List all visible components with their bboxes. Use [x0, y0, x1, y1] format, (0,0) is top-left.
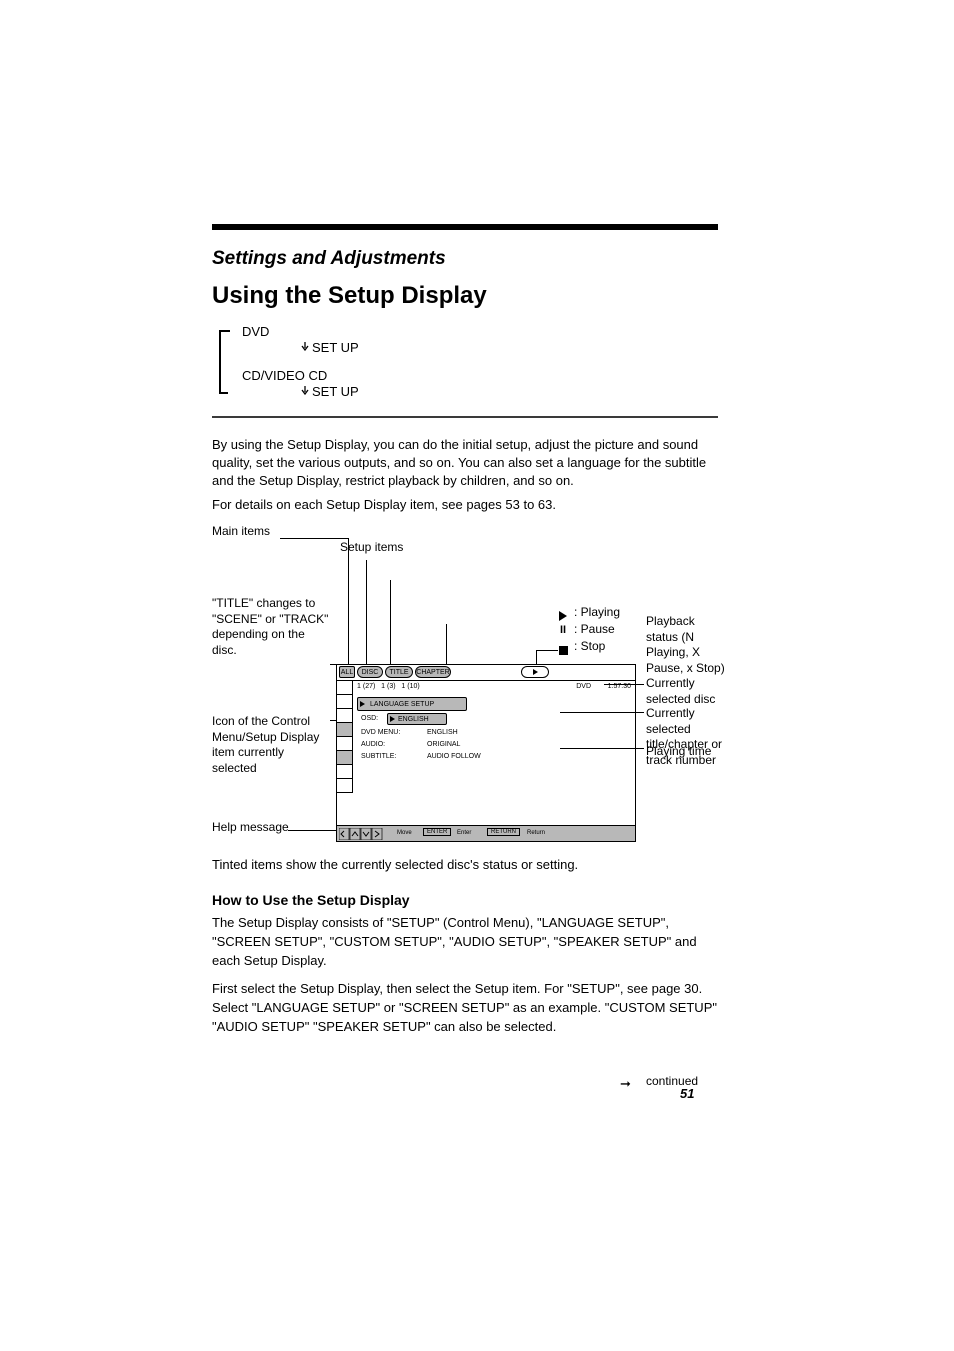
chapter-button[interactable]: CHAPTER	[415, 666, 451, 678]
icon-cell[interactable]	[337, 709, 353, 723]
flow-dst-setup1: SET UP	[312, 340, 359, 355]
play-time: 1:57:30	[608, 683, 631, 690]
disc-type: DVD	[576, 683, 591, 690]
legend-stop: : Stop	[574, 639, 605, 653]
icon-cell[interactable]	[337, 751, 353, 765]
flow-dst-setup2: SET UP	[312, 384, 359, 399]
audio-label: AUDIO:	[361, 741, 385, 748]
page-ref-paragraph: For details on each Setup Display item, …	[212, 496, 718, 514]
play-button[interactable]	[521, 666, 549, 678]
subtitle-value: AUDIO FOLLOW	[427, 753, 481, 760]
diagram-status-bar: Move ENTER Enter RETURN Return	[337, 825, 635, 841]
diagram-body: 1 (27) 1 (3) 1 (10) DVD 1:57:30 LANGUAGE…	[337, 681, 635, 825]
leader	[348, 538, 349, 664]
callout-icon-selected: Icon of the Control Menu/Setup Display i…	[212, 714, 332, 776]
arrow-down-icon	[300, 342, 310, 352]
rule-top	[212, 224, 718, 230]
return-key[interactable]: RETURN	[487, 828, 520, 836]
pause-icon: II	[560, 624, 566, 636]
icon-cell[interactable]	[337, 681, 353, 695]
legend-play: : Playing	[574, 605, 620, 619]
setup-display-diagram: ALL DISC TITLE CHAPTER 1	[336, 664, 636, 842]
page-number: 51	[680, 1086, 694, 1101]
leader	[366, 560, 367, 680]
callout-selected-disc: Currently selected disc	[646, 676, 726, 707]
dpad-arrows-icon	[339, 828, 383, 840]
enter-key[interactable]: ENTER	[423, 828, 451, 836]
leader	[536, 650, 558, 651]
dvdmenu-value: ENGLISH	[427, 729, 458, 736]
intro-paragraph: By using the Setup Display, you can do t…	[212, 436, 718, 491]
tinted-note: Tinted items show the currently selected…	[212, 856, 718, 875]
all-button[interactable]: ALL	[339, 666, 355, 678]
osd-value[interactable]: ENGLISH	[387, 713, 447, 725]
icon-cell[interactable]	[337, 779, 353, 793]
howto-body2: First select the Setup Display, then sel…	[212, 980, 718, 1037]
legend-pause: : Pause	[574, 622, 615, 636]
language-setup-label: LANGUAGE SETUP	[370, 701, 434, 708]
flow-src-dvd: DVD	[242, 324, 269, 339]
audio-value: ORIGINAL	[427, 741, 460, 748]
rule-mid	[212, 416, 718, 418]
osd-label: OSD:	[361, 715, 378, 722]
bracket-icon	[216, 330, 230, 394]
continued-arrow-icon: ➞	[620, 1076, 631, 1092]
icon-cell[interactable]	[337, 695, 353, 709]
subtitle-label: SUBTITLE:	[361, 753, 396, 760]
icon-column	[337, 681, 353, 793]
disc-button[interactable]: DISC	[357, 666, 383, 678]
callout-help-message: Help message	[212, 820, 322, 836]
icon-cell[interactable]	[337, 737, 353, 751]
callout-playing-time: Playing time	[646, 744, 718, 760]
arrow-down-icon	[300, 386, 310, 396]
callout-setup-items: Setup items	[340, 540, 420, 556]
icon-cell[interactable]	[337, 765, 353, 779]
osd-value-text: ENGLISH	[398, 716, 429, 723]
diagram-toolbar: ALL DISC TITLE CHAPTER	[337, 665, 635, 681]
arrow-right-icon	[390, 716, 395, 722]
row-numbers: 1 (27) 1 (3) 1 (10)	[357, 683, 420, 690]
howto-body1: The Setup Display consists of "SETUP" (C…	[212, 914, 718, 971]
section-title: Using the Setup Display	[212, 282, 487, 310]
stop-icon	[559, 642, 568, 660]
leader	[288, 830, 336, 831]
flow-src-cd: CD/VIDEO CD	[242, 368, 327, 383]
leader	[280, 538, 348, 539]
status-enter: Enter	[457, 830, 471, 836]
status-move: Move	[397, 830, 412, 836]
callout-playback-status: Playback status (N Playing, X Pause, x S…	[646, 614, 726, 676]
title-button[interactable]: TITLE	[385, 666, 413, 678]
play-icon	[533, 669, 538, 675]
icon-cell-selected[interactable]	[337, 723, 353, 737]
howto-heading: How to Use the Setup Display	[212, 892, 718, 908]
language-setup-row[interactable]: LANGUAGE SETUP	[357, 697, 467, 711]
arrow-right-icon	[360, 701, 365, 707]
status-return: Return	[527, 830, 545, 836]
dvdmenu-label: DVD MENU:	[361, 729, 400, 736]
callout-title-button: "TITLE" changes to "SCENE" or "TRACK" de…	[212, 596, 332, 658]
chapter-title: Settings and Adjustments	[212, 248, 446, 270]
